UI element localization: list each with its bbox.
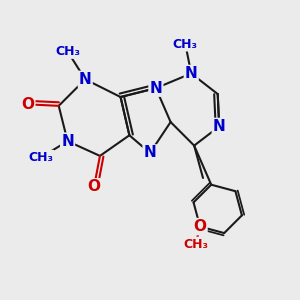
Text: O: O (88, 179, 100, 194)
Text: O: O (194, 219, 206, 234)
Text: CH₃: CH₃ (28, 151, 54, 164)
Text: CH₃: CH₃ (173, 38, 198, 50)
Text: CH₃: CH₃ (183, 238, 208, 251)
Text: N: N (79, 72, 92, 87)
Text: N: N (213, 119, 226, 134)
Text: N: N (61, 134, 74, 149)
Text: CH₃: CH₃ (55, 45, 80, 58)
Text: N: N (144, 146, 156, 160)
Text: O: O (21, 97, 34, 112)
Text: N: N (149, 81, 162, 96)
Text: N: N (185, 66, 198, 81)
